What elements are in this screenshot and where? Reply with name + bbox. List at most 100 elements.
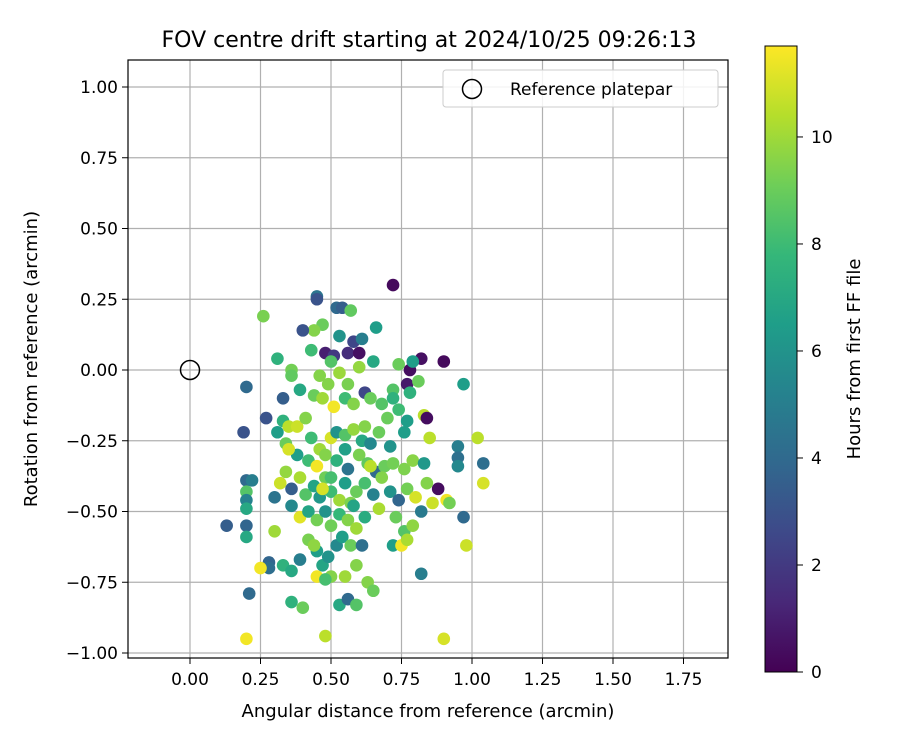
data-point [350, 485, 363, 498]
data-point [307, 539, 321, 552]
data-point [386, 457, 400, 470]
data-point [293, 383, 307, 397]
data-point [409, 491, 422, 504]
y-tick-label: 0.00 [80, 361, 118, 381]
data-point [290, 420, 304, 433]
data-point [403, 386, 417, 399]
y-tick-label: −0.75 [66, 573, 118, 593]
data-point [471, 431, 484, 445]
y-tick-label: 0.75 [80, 149, 118, 169]
data-point [279, 465, 293, 479]
data-point [406, 454, 420, 467]
x-axis-ticks: 0.00 0.25 0.50 0.75 1.00 1.25 1.50 1.75 [171, 658, 702, 690]
x-tick-label: 0.50 [312, 670, 350, 690]
plot-frame [127, 59, 729, 659]
y-axis-ticks: 1.00 0.75 0.50 0.25 0.00 −0.25 −0.50 −0.75 −1.00 [66, 78, 128, 664]
data-point [310, 292, 324, 306]
data-point [400, 482, 414, 496]
data-point [338, 570, 352, 583]
data-point [457, 377, 470, 391]
data-point [319, 629, 332, 643]
data-point [476, 476, 490, 490]
data-point [324, 355, 338, 368]
data-point [352, 448, 366, 462]
legend: Reference platepar [442, 69, 719, 108]
data-point [220, 519, 233, 532]
y-tick-label: 0.25 [80, 290, 118, 310]
data-point [338, 476, 352, 490]
data-point [271, 425, 284, 439]
data-point [367, 488, 380, 501]
data-point [437, 355, 451, 368]
colorbar-ticks: 0 2 4 6 8 10 [797, 128, 833, 683]
data-point [324, 471, 338, 484]
data-point [392, 403, 405, 416]
data-point [237, 425, 250, 439]
data-point [282, 442, 296, 456]
colorbar-tick-label: 0 [811, 663, 822, 683]
data-point [333, 493, 346, 507]
data-point [319, 505, 332, 518]
data-point [321, 377, 335, 391]
data-point [330, 454, 343, 467]
data-point [383, 485, 397, 498]
data-point [352, 346, 366, 360]
data-point [457, 510, 470, 524]
data-point [355, 332, 369, 346]
data-point [400, 533, 414, 547]
data-points [220, 278, 490, 646]
data-point [341, 513, 355, 527]
data-point [304, 343, 318, 357]
data-point [358, 510, 372, 524]
data-point [254, 561, 267, 575]
data-point [347, 423, 360, 436]
data-point [341, 346, 355, 360]
reference-platepar-marker [179, 359, 201, 381]
data-point [319, 573, 332, 586]
data-point [245, 474, 259, 487]
data-point [307, 324, 321, 337]
data-point [240, 380, 253, 394]
data-point [386, 392, 400, 405]
data-point [347, 397, 360, 411]
data-point [285, 595, 298, 609]
data-point [299, 411, 312, 425]
data-point [364, 459, 377, 473]
data-point [364, 437, 377, 450]
data-point [333, 366, 346, 380]
data-point [414, 505, 428, 518]
data-point [293, 471, 307, 484]
data-point [431, 482, 445, 496]
data-point [437, 632, 451, 646]
data-point [299, 488, 312, 501]
data-point [375, 471, 389, 484]
data-point [367, 355, 380, 368]
data-point [240, 530, 253, 544]
data-point [364, 392, 377, 405]
data-point [259, 411, 273, 425]
data-point [240, 502, 253, 515]
data-point [285, 482, 298, 496]
data-point [355, 539, 369, 552]
data-point [296, 324, 310, 337]
x-tick-label: 1.50 [594, 670, 632, 690]
x-tick-label: 1.00 [453, 670, 491, 690]
colorbar-tick-label: 10 [811, 128, 833, 148]
data-point [338, 442, 352, 456]
x-tick-label: 0.00 [171, 670, 209, 690]
data-point [476, 457, 490, 470]
data-point [324, 519, 338, 532]
data-point [296, 601, 310, 615]
data-point [285, 499, 298, 513]
x-tick-label: 1.75 [665, 670, 703, 690]
data-point [375, 397, 389, 411]
data-point [392, 358, 405, 371]
data-point [268, 525, 281, 538]
data-point [372, 502, 386, 515]
data-point [406, 519, 420, 532]
data-point [372, 425, 386, 439]
data-point [341, 377, 355, 391]
data-point [400, 414, 414, 428]
